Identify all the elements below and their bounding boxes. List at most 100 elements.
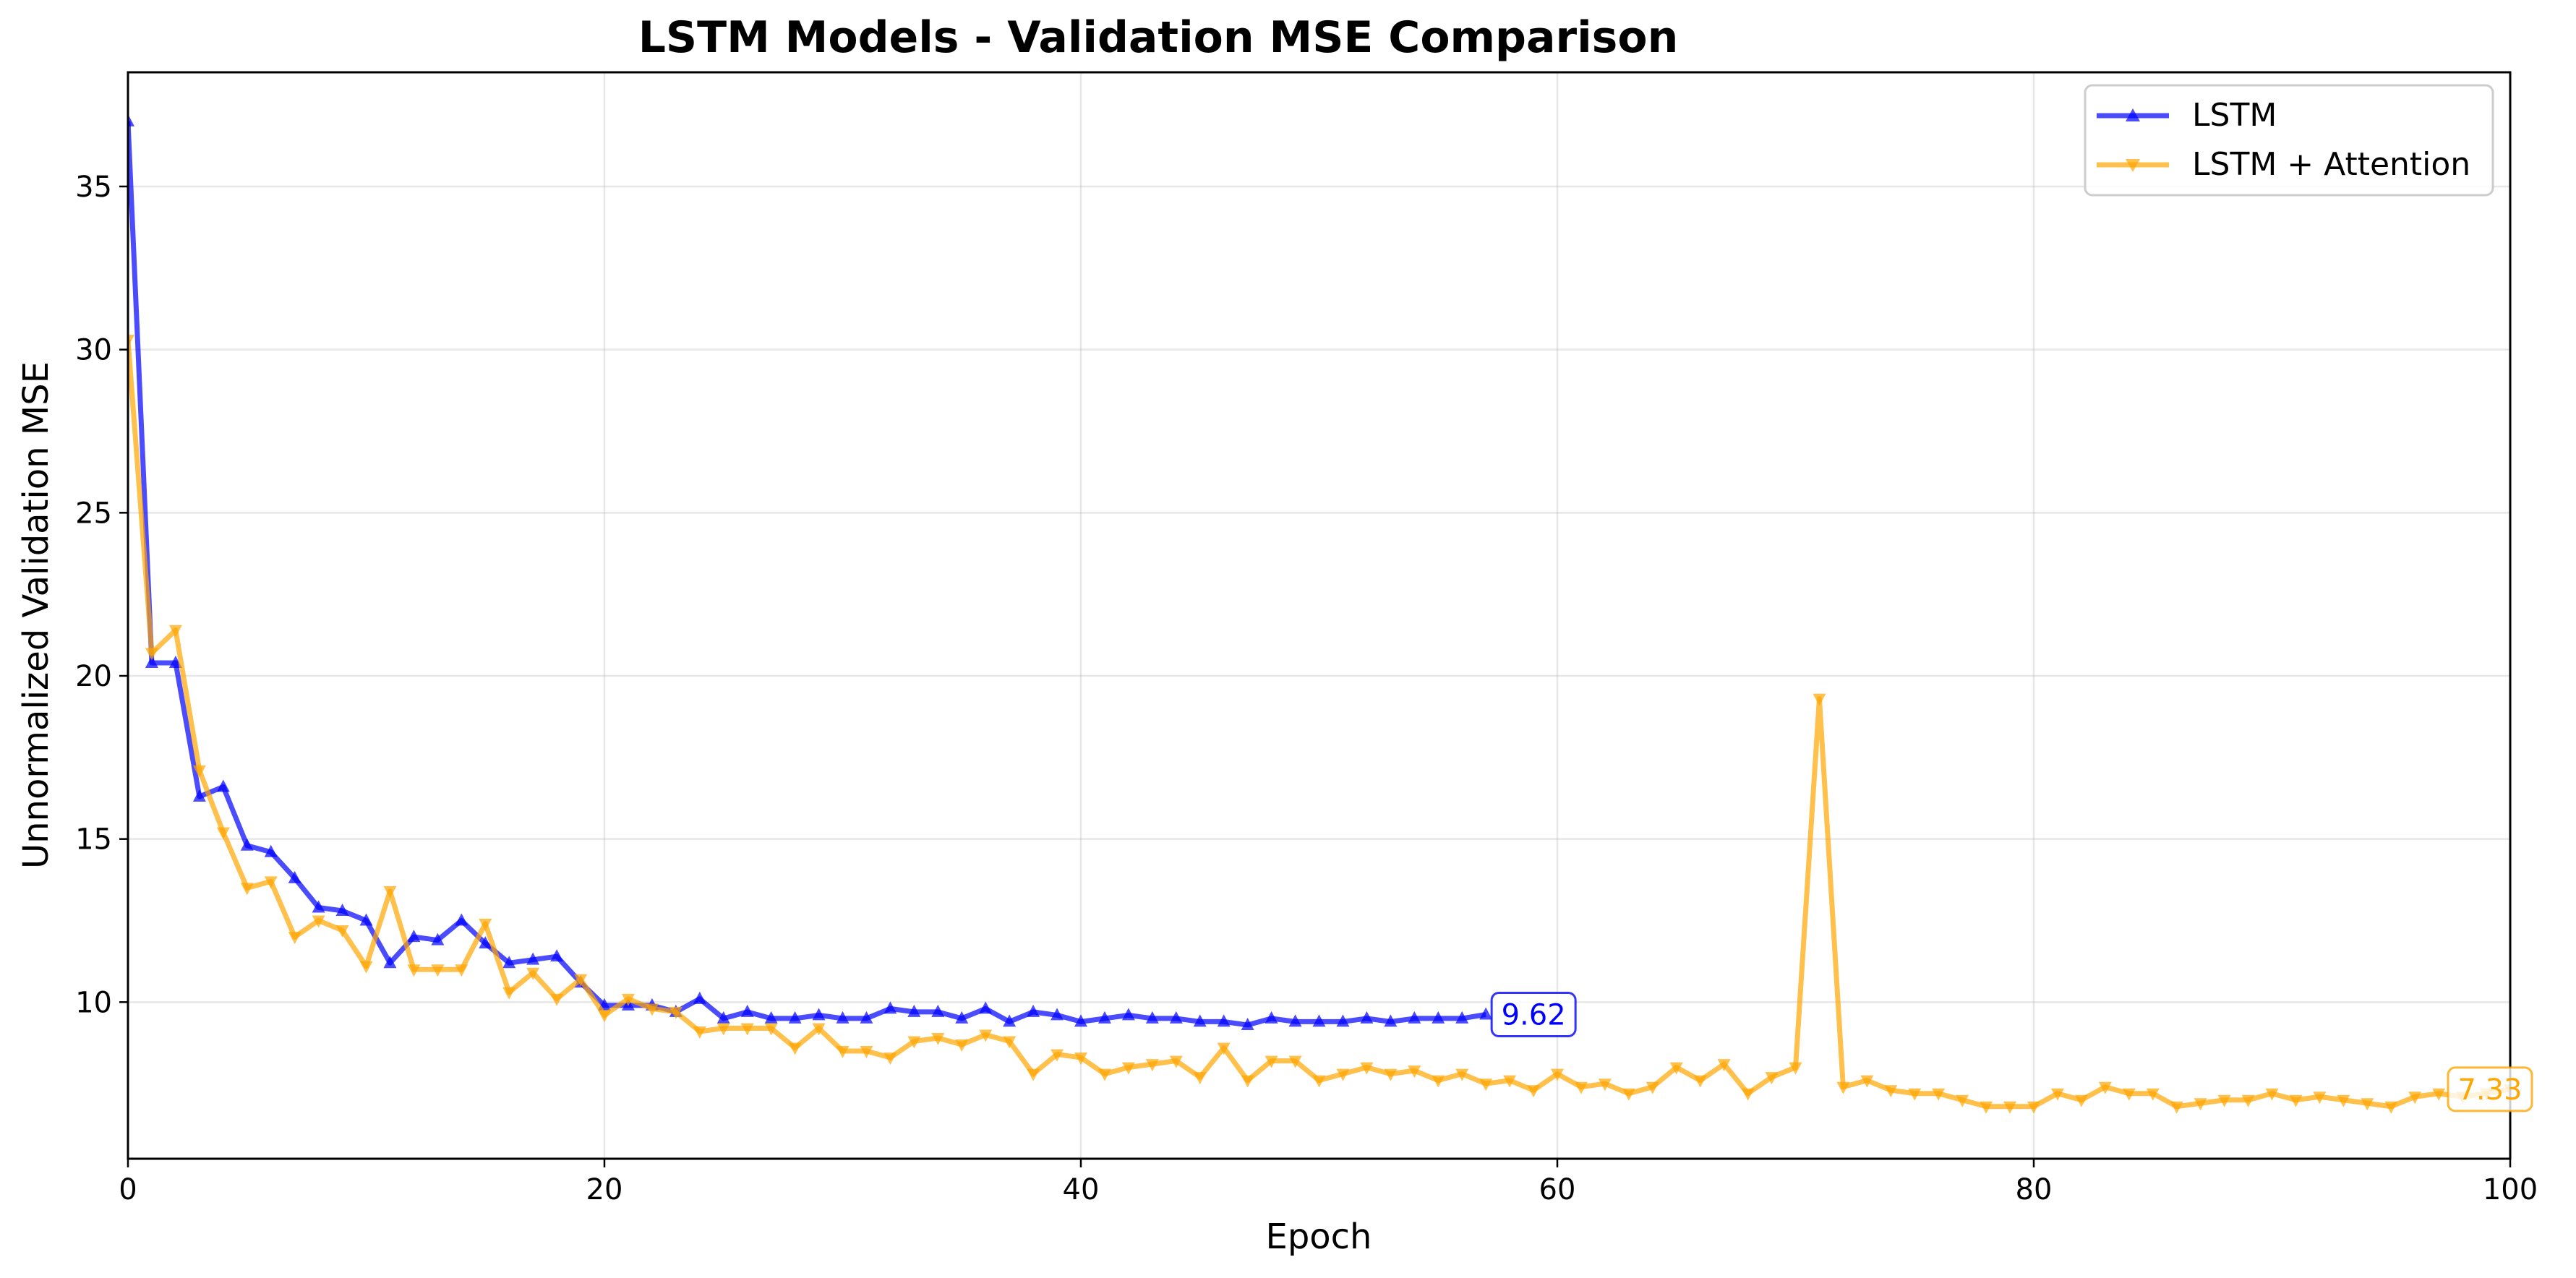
axis-ticks: 0 20 40 60 80 100 10 15 20 25 30 35 [75, 171, 2538, 1206]
data-point-lstm [145, 655, 158, 668]
y-tick-label: 25 [75, 497, 112, 530]
data-point-lstm-attention [2074, 1094, 2088, 1107]
data-point-lstm-attention [1574, 1081, 1588, 1094]
data-point-lstm [788, 1011, 802, 1024]
data-point-lstm-attention [1980, 1101, 1993, 1114]
y-tick-label: 35 [75, 171, 112, 204]
data-point-lstm-attention [1408, 1065, 1421, 1078]
data-point-lstm [1384, 1014, 1398, 1027]
x-tick-label: 60 [1539, 1173, 1576, 1206]
data-point-lstm [1097, 1011, 1111, 1024]
data-point-lstm-attention [2122, 1088, 2136, 1101]
end-label-lstm-attention: 7.33 [2457, 1073, 2522, 1107]
legend-box [2084, 84, 2494, 197]
data-point-lstm-attention [216, 827, 230, 840]
data-point-lstm-attention [955, 1039, 969, 1052]
data-point-lstm [128, 113, 134, 126]
data-point-lstm-attention [1741, 1088, 1755, 1101]
x-tick-label: 80 [2016, 1173, 2053, 1206]
legend-marker-lstm-attention [2126, 159, 2140, 172]
data-point-lstm-attention [1360, 1062, 1374, 1075]
data-point-lstm-attention [836, 1046, 850, 1059]
data-point-lstm-attention [621, 993, 635, 1006]
data-point-lstm-attention [1956, 1094, 1969, 1107]
data-point-lstm-attention [883, 1052, 897, 1065]
data-point-lstm-attention [2432, 1088, 2446, 1101]
data-point-lstm-attention [1121, 1062, 1135, 1075]
data-point-lstm-attention [931, 1033, 945, 1045]
data-point-lstm-attention [145, 648, 158, 661]
data-point-lstm-attention [1860, 1075, 1874, 1088]
grid-lines [127, 72, 2512, 1159]
data-point-lstm [1074, 1014, 1087, 1027]
data-point-lstm-attention [240, 883, 254, 896]
data-point-lstm-attention [2146, 1088, 2160, 1101]
data-point-lstm-attention [1598, 1078, 1612, 1092]
data-point-lstm [716, 1011, 730, 1024]
data-point-lstm-attention [1336, 1068, 1350, 1081]
data-point-lstm [740, 1004, 754, 1017]
data-point-lstm-attention [1693, 1075, 1707, 1088]
data-point-lstm [693, 991, 706, 1004]
data-point-lstm-attention [693, 1026, 706, 1039]
data-point-lstm [1432, 1011, 1445, 1024]
data-point-lstm [240, 838, 254, 851]
data-point-lstm-attention [1551, 1068, 1564, 1081]
data-point-lstm [955, 1011, 969, 1024]
y-tick-label: 10 [75, 986, 112, 1019]
legend-label-lstm: LSTM [2192, 97, 2277, 134]
data-point-lstm-attention [788, 1042, 802, 1055]
y-axis-label: Unnormalized Validation MSE [16, 361, 56, 869]
data-point-lstm [1336, 1014, 1350, 1027]
data-point-lstm-attention [979, 1029, 993, 1042]
series-line-lstm-attention [128, 339, 2510, 1110]
data-point-lstm [979, 1001, 993, 1014]
data-point-lstm-attention [335, 925, 349, 938]
data-point-lstm-attention [1669, 1062, 1683, 1075]
data-point-lstm-attention [716, 1023, 730, 1036]
data-point-lstm-attention [2289, 1094, 2303, 1107]
data-point-lstm-attention [1193, 1072, 1207, 1085]
data-point-lstm-attention [645, 1003, 659, 1016]
data-point-lstm [1003, 1014, 1017, 1027]
data-point-lstm [168, 655, 182, 668]
x-tick-label: 100 [2483, 1173, 2538, 1206]
data-point-lstm-attention [907, 1036, 921, 1049]
data-point-lstm-attention [502, 987, 516, 1000]
data-point-lstm [1169, 1011, 1183, 1024]
data-point-lstm [216, 779, 230, 792]
data-point-lstm-attention [1003, 1036, 1017, 1049]
data-point-lstm [431, 932, 445, 945]
data-point-lstm-attention [1169, 1055, 1183, 1068]
data-point-lstm-attention [1479, 1078, 1493, 1092]
data-point-lstm-attention [128, 335, 134, 348]
data-point-lstm [1145, 1011, 1159, 1024]
data-point-lstm [359, 913, 373, 926]
legend-label-lstm-attention: LSTM + Attention [2192, 146, 2470, 183]
data-point-lstm [455, 913, 468, 926]
data-point-lstm [1360, 1011, 1374, 1024]
y-tick-label: 15 [75, 823, 112, 857]
data-point-lstm-attention [1217, 1042, 1231, 1055]
series-lstm [128, 113, 1493, 1030]
data-point-lstm [550, 949, 564, 962]
plot-frame [127, 71, 2512, 1160]
data-point-lstm-attention [192, 765, 206, 778]
x-tick-label: 0 [119, 1173, 137, 1206]
data-point-lstm-attention [1097, 1068, 1111, 1081]
data-point-lstm-attention [2003, 1101, 2017, 1114]
data-point-lstm-attention [1027, 1068, 1040, 1081]
end-label-box-lstm [1490, 992, 1577, 1038]
data-point-lstm-attention [1241, 1075, 1254, 1088]
x-tick-label: 40 [1063, 1173, 1100, 1206]
data-point-lstm-attention [526, 967, 540, 980]
data-point-lstm [907, 1004, 921, 1017]
data-point-lstm-attention [812, 1023, 826, 1036]
data-point-lstm-attention [431, 964, 445, 977]
data-point-lstm-attention [479, 919, 492, 932]
data-point-lstm [479, 936, 492, 949]
data-point-lstm-attention [2241, 1094, 2255, 1107]
data-point-lstm-attention [2217, 1094, 2231, 1107]
x-axis-label: Epoch [1266, 1217, 1372, 1257]
